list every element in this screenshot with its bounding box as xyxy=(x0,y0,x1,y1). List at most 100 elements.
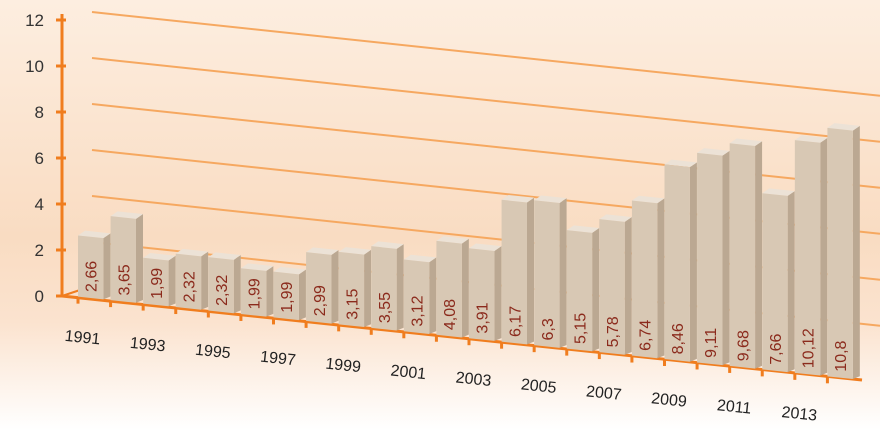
bar-top xyxy=(534,195,567,203)
bar-group: 3,55 xyxy=(371,241,404,331)
x-tick-label: 2013 xyxy=(781,404,818,425)
bar-top xyxy=(143,252,176,261)
bar-top xyxy=(469,243,502,251)
data-label: 2,66 xyxy=(84,261,101,292)
bar-top xyxy=(729,138,763,146)
bar-top xyxy=(78,230,111,239)
data-label: 9,68 xyxy=(735,330,752,361)
bar xyxy=(729,143,756,369)
data-label: 5,78 xyxy=(605,316,622,347)
bar-group: 4,08 xyxy=(436,236,469,338)
x-tick-label: 2003 xyxy=(455,369,492,390)
y-tick-label: 12 xyxy=(25,11,44,30)
data-label: 6,3 xyxy=(540,318,557,340)
bar xyxy=(208,257,234,314)
bar-top xyxy=(371,241,404,249)
x-tick-label: 2007 xyxy=(585,383,622,404)
bar xyxy=(469,248,495,341)
data-label: 6,74 xyxy=(638,320,655,351)
bar-side xyxy=(755,141,763,369)
bar xyxy=(403,259,430,334)
bar-side xyxy=(526,197,534,345)
data-label: 2,32 xyxy=(214,275,231,306)
bar-group: 9,68 xyxy=(729,138,763,369)
bar-top xyxy=(110,211,143,219)
bar-top xyxy=(501,194,534,203)
bar-group: 10,12 xyxy=(794,135,828,376)
bar-group: 1,99 xyxy=(143,252,176,307)
bar xyxy=(794,140,821,376)
bar-side xyxy=(657,198,665,359)
bar-top xyxy=(240,263,274,271)
data-label: 8,46 xyxy=(670,323,687,354)
bar-side xyxy=(689,162,697,362)
data-label: 2,99 xyxy=(312,285,329,316)
bar-side xyxy=(820,138,828,376)
data-label: 5,15 xyxy=(572,313,589,344)
bar-group: 5,78 xyxy=(599,214,632,355)
bar-side xyxy=(201,251,209,310)
bar xyxy=(273,271,299,321)
bar-top xyxy=(762,188,795,196)
bar-top xyxy=(338,247,372,255)
bar-group: 5,15 xyxy=(566,225,600,352)
bar xyxy=(78,235,104,300)
x-tick-label: 1991 xyxy=(64,328,101,349)
data-label: 2,32 xyxy=(181,271,198,302)
bar-side xyxy=(168,255,176,307)
data-label: 1,99 xyxy=(149,268,166,299)
bar-side xyxy=(103,233,111,300)
bar xyxy=(110,216,136,303)
bar-top xyxy=(827,123,860,131)
bar-top xyxy=(566,225,600,233)
bar-side xyxy=(396,244,404,331)
bar-group: 2,32 xyxy=(208,252,241,314)
x-tick-label: 1995 xyxy=(194,342,231,363)
x-tick-label: 2001 xyxy=(390,362,427,383)
bar-side xyxy=(722,150,730,366)
bar-side xyxy=(233,255,241,314)
bar-top xyxy=(273,266,306,275)
bar xyxy=(599,219,625,355)
bar-side xyxy=(429,257,437,334)
bar-group: 3,12 xyxy=(403,254,437,334)
bar xyxy=(566,230,593,352)
bar xyxy=(371,246,397,331)
bar-side xyxy=(852,125,860,380)
bar-group: 1,99 xyxy=(273,266,306,321)
bars: 2,66 3,65 1,99 2,32 2,32 1,99 1,99 2,99 3,15 3,55… xyxy=(78,123,860,380)
bar-group: 6,17 xyxy=(501,194,534,345)
bar xyxy=(338,251,365,328)
bar-group: 1,99 xyxy=(240,263,274,317)
bar-side xyxy=(331,250,339,324)
bar-group: 2,99 xyxy=(306,247,339,324)
y-tick-label: 4 xyxy=(35,195,44,214)
bar-group: 3,15 xyxy=(338,247,372,328)
x-tick-label: 2011 xyxy=(716,397,752,418)
bar-group: 2,66 xyxy=(78,230,111,300)
bar-side xyxy=(592,228,600,352)
y-tick-label: 2 xyxy=(35,241,44,260)
bar-side xyxy=(135,214,143,303)
bar xyxy=(501,199,527,345)
data-label: 9,11 xyxy=(703,328,720,358)
data-label: 4,08 xyxy=(442,299,459,330)
bar-top xyxy=(697,148,730,156)
data-label: 1,99 xyxy=(247,278,264,309)
x-tick-label: 1997 xyxy=(259,349,296,370)
bar xyxy=(762,193,788,373)
bar-group: 7,66 xyxy=(762,188,795,373)
bar xyxy=(143,257,169,307)
bar-group: 3,91 xyxy=(469,243,502,341)
bar-top xyxy=(436,236,469,244)
y-tick-label: 0 xyxy=(35,287,44,306)
data-label: 3,91 xyxy=(475,302,492,333)
x-tick-label: 1999 xyxy=(325,356,362,377)
bar-side xyxy=(266,266,274,317)
bar-side xyxy=(787,191,795,373)
bar xyxy=(697,152,723,366)
data-label: 3,65 xyxy=(116,264,133,295)
axes: 0 2 4 6 8 10 12 1991 1993 1995 1997 1999 2001 2003 200… xyxy=(25,11,863,425)
bar-side xyxy=(298,269,306,321)
gridline xyxy=(91,11,880,97)
